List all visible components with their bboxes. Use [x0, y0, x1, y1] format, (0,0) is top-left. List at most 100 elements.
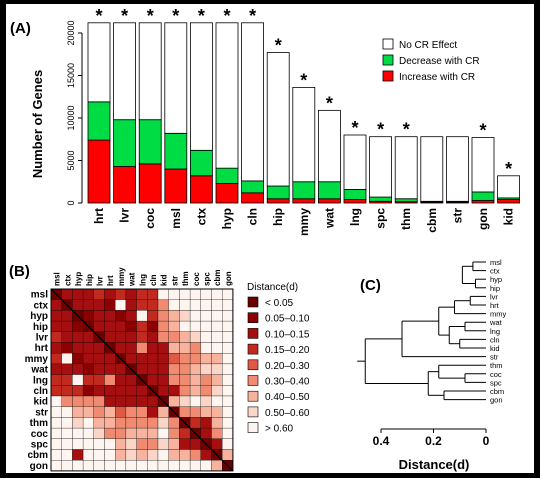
- heatmap-cell: [168, 310, 180, 322]
- bar-segment: [317, 198, 341, 204]
- heatmap-cell: [200, 417, 212, 429]
- bar-segment: [87, 22, 111, 103]
- heatmap-row-label: str: [35, 407, 48, 418]
- dendrogram-x-label: Distance(d): [399, 457, 470, 472]
- heatmap-cell: [104, 449, 116, 461]
- heatmap-cell: [93, 417, 105, 429]
- dendrogram-tick-label: 0.4: [373, 434, 390, 448]
- y-axis: 0 5000 10000 15000 20000: [66, 20, 83, 206]
- heatmap-cell: [61, 460, 73, 472]
- heatmap-cell: [115, 320, 127, 332]
- heatmap-cell: [125, 288, 137, 300]
- bar-segment: [113, 166, 136, 204]
- heatmap-cell: [72, 449, 84, 461]
- heatmap-cell: [179, 449, 191, 461]
- heatmap-cell: [222, 438, 234, 450]
- heatmap-cell: [125, 427, 137, 439]
- significance-star: *: [172, 6, 179, 26]
- x-tick-label: kid: [502, 208, 516, 225]
- heatmap-cell: [147, 460, 159, 472]
- heatmap-cell: [61, 427, 73, 439]
- bar-segment: [317, 109, 341, 183]
- heatmap-cell: [211, 288, 223, 300]
- heatmap-cell: [72, 331, 84, 343]
- heatmap-cell: [93, 460, 105, 472]
- heatmap-cell: [72, 460, 84, 472]
- heatmap-cell: [179, 331, 191, 343]
- heatmap-legend-label: 0.10–0.15: [265, 329, 310, 340]
- heatmap-row-label: hip: [33, 322, 48, 333]
- heatmap-cell: [104, 310, 116, 322]
- heatmap-cell: [115, 288, 127, 300]
- bar-segment: [241, 22, 265, 182]
- heatmap-cell: [50, 427, 62, 439]
- heatmap-col-label: spc: [203, 272, 212, 286]
- heatmap-cell: [179, 299, 191, 311]
- heatmap-cell: [82, 417, 94, 429]
- y-axis-label: Number of Genes: [30, 70, 45, 178]
- heatmap-col-label: hip: [85, 274, 94, 286]
- heatmap-cell: [211, 427, 223, 439]
- heatmap-cell: [222, 385, 234, 397]
- panel-b: (B) mslctxhyphiplvrhrtmmywatlngclnkidstr…: [9, 263, 310, 472]
- bar-segment: [420, 136, 444, 202]
- heatmap-cell: [157, 417, 169, 429]
- bar-segment: [189, 22, 213, 151]
- x-tick-label: hyp: [220, 208, 234, 229]
- heatmap-cell: [179, 385, 191, 397]
- heatmap-cell: [125, 310, 137, 322]
- heatmap-cell: [189, 363, 201, 375]
- heatmap-cell: [168, 331, 180, 343]
- significance-star: *: [326, 93, 333, 113]
- heatmap-cell: [222, 406, 234, 418]
- heatmap-cell: [72, 342, 84, 354]
- heatmap-legend-label: 0.30–0.40: [265, 377, 310, 388]
- heatmap-cell: [157, 385, 169, 397]
- heatmap-cell: [211, 320, 223, 332]
- heatmap-cell: [189, 310, 201, 322]
- heatmap-cell: [189, 342, 201, 354]
- panel-a: (A) Number of Genes 0 5000 10000 15000 20000…: [10, 6, 521, 236]
- heatmap-cell: [136, 406, 148, 418]
- heatmap-cell: [168, 395, 180, 407]
- heatmap-cell: [61, 417, 73, 429]
- significance-star: *: [249, 6, 256, 26]
- heatmap-col-labels: msl ctx hyp hip lvr hrt mmy wat lng cln kid str thm c…: [53, 267, 233, 287]
- legend: No CR Effect Decrease with CR Increase wit…: [382, 38, 480, 83]
- bar-segment: [445, 136, 469, 202]
- heatmap-cell: [50, 299, 62, 311]
- heatmap-cell: [61, 353, 73, 365]
- bar-segment: [164, 132, 188, 170]
- heatmap-cell: [82, 299, 94, 311]
- heatmap-cell: [211, 363, 223, 375]
- heatmap-cell: [189, 417, 201, 429]
- heatmap-cell: [147, 449, 159, 461]
- x-tick-labels: hrt lvr coc msl ctx hyp cln hip mmy wat lng spc thm c…: [92, 208, 516, 236]
- heatmap-cell: [222, 299, 234, 311]
- heatmap-cell: [104, 417, 116, 429]
- heatmap-cell: [211, 460, 223, 472]
- heatmap-cell: [157, 320, 169, 332]
- heatmap-col-label: coc: [192, 272, 201, 286]
- heatmap-cell: [50, 363, 62, 375]
- heatmap-cell: [115, 342, 127, 354]
- bar-segment: [394, 136, 418, 200]
- heatmap-cell: [61, 310, 73, 322]
- heatmap-cell: [136, 438, 148, 450]
- heatmap-cell: [157, 427, 169, 439]
- heatmap-cell: [50, 406, 62, 418]
- heatmap-legend-label: 0.05–0.10: [265, 314, 310, 325]
- bar-segment: [317, 181, 341, 200]
- heatmap-cell: [72, 363, 84, 375]
- heatmap-cell: [82, 449, 94, 461]
- significance-star: *: [377, 120, 384, 140]
- heatmap-cell: [147, 395, 159, 407]
- heatmap-cell: [157, 363, 169, 375]
- bar-segment: [266, 185, 290, 200]
- heatmap-row-label: spc: [31, 440, 49, 451]
- heatmap-cell: [115, 427, 127, 439]
- heatmap-col-label: kid: [160, 274, 169, 286]
- heatmap-cell: [157, 342, 169, 354]
- heatmap-cell: [168, 449, 180, 461]
- heatmap-cell: [179, 374, 191, 386]
